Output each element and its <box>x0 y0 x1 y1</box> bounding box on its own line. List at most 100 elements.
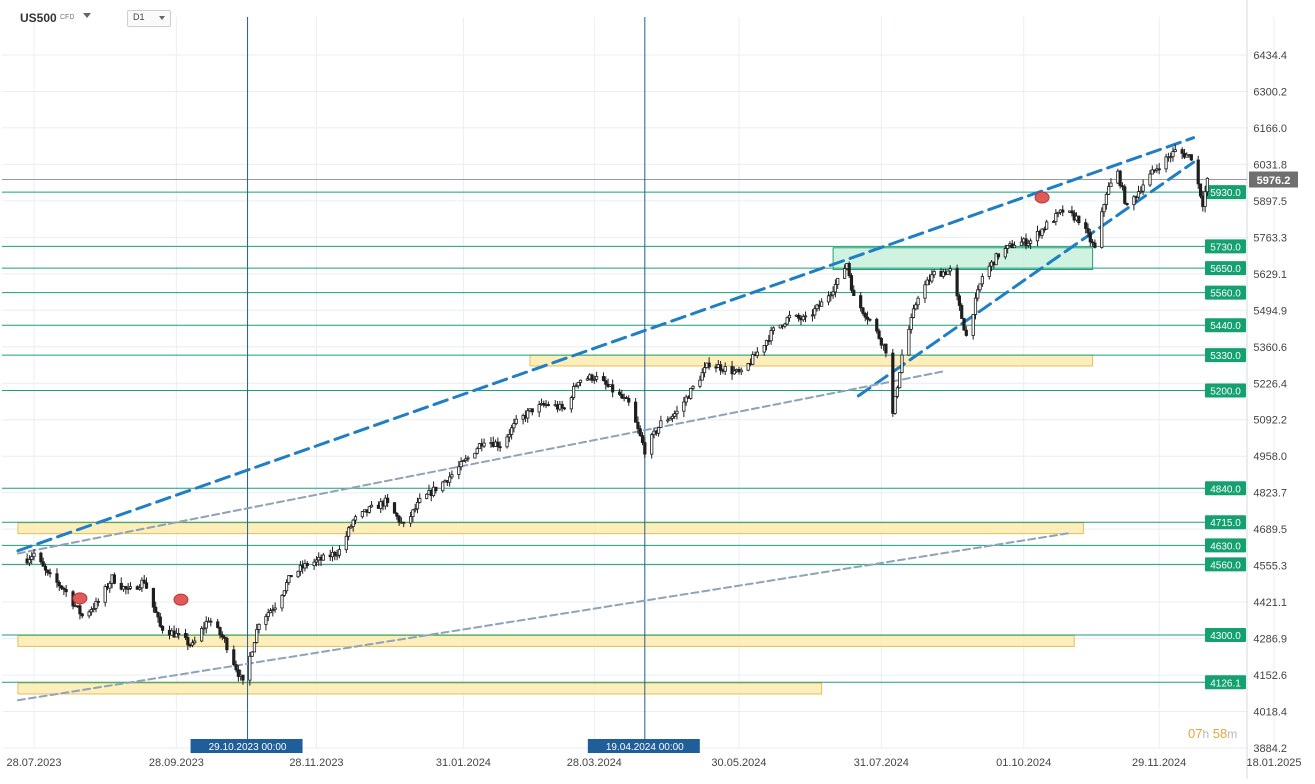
level-label-box <box>1205 239 1246 254</box>
candle-body <box>673 413 677 417</box>
vertical-marker-label: 19.04.2024 00:00 <box>606 742 684 753</box>
candle-body <box>510 427 514 435</box>
y-tick-label: 6434.4 <box>1253 50 1287 62</box>
candle-body <box>392 502 397 514</box>
candle-body <box>650 434 654 455</box>
candle-body <box>461 460 466 462</box>
candle-body <box>863 313 867 318</box>
candle-countdown: 07h 58m <box>1188 726 1237 741</box>
candle-body <box>957 295 962 306</box>
candle-body <box>411 509 415 517</box>
candle-body <box>1028 240 1033 244</box>
candle-body <box>861 307 865 314</box>
candle-body <box>209 620 213 623</box>
candle-body <box>92 608 96 610</box>
candle-body <box>670 415 674 419</box>
countdown-minutes-unit: m <box>1227 727 1238 741</box>
y-tick-label: 5494.9 <box>1253 305 1287 317</box>
y-tick-label: 5763.3 <box>1253 232 1287 244</box>
candle-body <box>457 466 461 475</box>
candle-body <box>96 600 100 603</box>
candle-body <box>425 493 429 499</box>
symbol-name[interactable]: US500 <box>20 11 57 25</box>
candle-body <box>64 588 68 593</box>
candle-body <box>450 474 454 478</box>
level-label-box <box>1205 628 1246 643</box>
candle-body <box>1189 154 1193 161</box>
candle-body <box>627 398 631 403</box>
candle-body <box>1150 169 1154 175</box>
candle-body <box>932 271 936 276</box>
x-tick-label: 28.03.2024 <box>567 757 622 769</box>
x-tick-label: 28.09.2023 <box>149 757 204 769</box>
support-trendline <box>16 532 1071 702</box>
y-tick-label: 4689.5 <box>1253 524 1287 536</box>
candle-body <box>124 586 128 590</box>
candle-body <box>574 385 578 388</box>
candle-body <box>87 611 91 617</box>
candle-body <box>128 586 133 589</box>
candle-body <box>771 327 776 331</box>
support-resistance-zone <box>529 354 1094 367</box>
candle-body <box>360 511 364 518</box>
candle-body <box>312 561 316 566</box>
candle-body <box>1173 149 1177 152</box>
candle-body <box>337 549 342 556</box>
candle-body <box>973 297 978 315</box>
candle-body <box>783 323 787 327</box>
candle-body <box>787 314 792 319</box>
event-marker <box>1034 191 1050 204</box>
candle-body <box>1003 248 1007 258</box>
candle-body <box>202 627 206 630</box>
candle-body <box>604 380 608 385</box>
candle-body <box>408 516 413 524</box>
candle-body <box>505 436 509 448</box>
candle-body <box>413 508 417 511</box>
candle-body <box>537 404 541 413</box>
symbol-dropdown-icon[interactable] <box>83 13 91 18</box>
candle-body <box>321 554 325 561</box>
candle-body <box>30 556 34 560</box>
candle-body <box>1157 168 1161 171</box>
candle-body <box>1019 241 1024 246</box>
y-tick-label: 5360.6 <box>1253 342 1287 354</box>
channel-trendline <box>856 160 1196 398</box>
candle-body <box>815 304 819 310</box>
candle-body <box>849 275 854 291</box>
level-label: 5440.0 <box>1210 321 1241 332</box>
candle-body <box>266 612 270 617</box>
level-label: 4840.0 <box>1210 484 1241 495</box>
candle-body <box>1120 185 1125 188</box>
candle-body <box>1042 228 1046 231</box>
candle-body <box>530 408 534 413</box>
x-tick-label: 28.11.2023 <box>289 757 343 769</box>
candle-body <box>638 428 642 436</box>
candle-body <box>216 621 220 628</box>
timeframe-select[interactable]: D1 <box>127 10 171 27</box>
current-price-label: 5976.2 <box>1257 175 1291 187</box>
symbol-type: CFD <box>60 14 75 21</box>
candle-body <box>833 284 838 293</box>
candle-body <box>1100 211 1104 248</box>
candle-body <box>914 304 918 310</box>
candle-body <box>498 446 502 449</box>
candle-body <box>1123 186 1127 204</box>
x-tick-label: 29.11.2024 <box>1132 757 1186 769</box>
channel-trendline <box>16 136 1196 553</box>
candle-body <box>280 594 284 609</box>
candle-body <box>971 314 975 336</box>
candle-body <box>415 501 420 510</box>
candle-body <box>1203 191 1207 207</box>
candle-body <box>1171 151 1175 158</box>
candle-body <box>590 374 594 381</box>
candle-body <box>675 410 679 415</box>
candle-body <box>829 294 833 297</box>
timeframe-label: D1 <box>133 12 145 22</box>
candle-body <box>755 351 759 357</box>
y-tick-label: 5897.5 <box>1253 196 1287 208</box>
candle-body <box>700 372 704 381</box>
candle-body <box>1169 156 1173 159</box>
candle-body <box>1136 191 1141 198</box>
